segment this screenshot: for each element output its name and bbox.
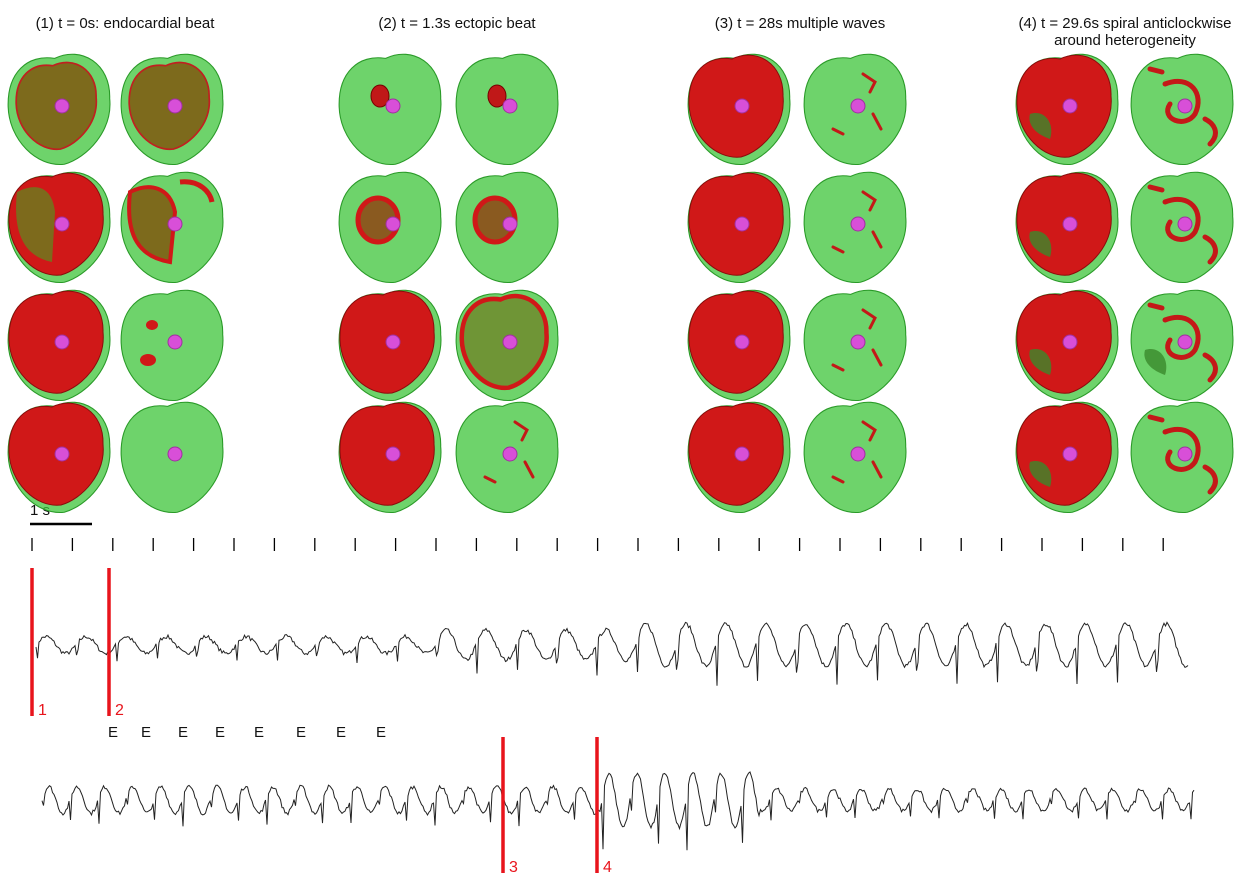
heart (8, 172, 110, 282)
heart (8, 402, 110, 512)
heart (339, 172, 441, 282)
heart-renders (8, 54, 1233, 512)
heart-marker (735, 99, 749, 113)
ectopic-label: E (336, 724, 346, 741)
heart (1131, 402, 1233, 512)
event-label: 4 (603, 859, 612, 876)
event-label: 1 (38, 702, 47, 719)
heart (456, 402, 558, 512)
heart (1131, 172, 1233, 282)
heart (804, 290, 906, 400)
heart (339, 290, 441, 400)
heart-marker (386, 335, 400, 349)
heart (121, 54, 223, 164)
ectopic-label: E (376, 724, 386, 741)
heart-red (1150, 69, 1162, 72)
heart-marker (503, 99, 517, 113)
heart-marker (1178, 217, 1192, 231)
heart (339, 54, 441, 164)
time-ticks (32, 538, 1163, 551)
panel-title: (3) t = 28s multiple waves (715, 15, 886, 32)
heart-red (1150, 305, 1162, 308)
ectopic-label: E (141, 724, 151, 741)
heart-marker (55, 99, 69, 113)
heart-marker (386, 447, 400, 461)
heart-red (140, 354, 156, 366)
heart (121, 172, 223, 282)
heart-marker (851, 335, 865, 349)
heart-red (1150, 417, 1162, 420)
heart (456, 172, 558, 282)
heart (339, 402, 441, 512)
heart-marker (1063, 99, 1077, 113)
heart (804, 402, 906, 512)
heart-marker (168, 447, 182, 461)
heart (804, 54, 906, 164)
figure: 1 s 1234EEEEEEEE (1) t = 0s: endocardial… (0, 0, 1258, 883)
heart-marker (1063, 217, 1077, 231)
heart-marker (168, 335, 182, 349)
heart (688, 402, 790, 512)
heart-marker (503, 335, 517, 349)
heart (688, 172, 790, 282)
heart-marker (386, 99, 400, 113)
heart-marker (55, 447, 69, 461)
heart (688, 54, 790, 164)
ecg-trace (42, 772, 1194, 850)
heart-red (146, 320, 158, 330)
heart (8, 290, 110, 400)
ectopic-label: E (178, 724, 188, 741)
heart-marker (735, 217, 749, 231)
ecg-trace (36, 622, 1188, 685)
event-label: 2 (115, 702, 124, 719)
heart-marker (1063, 335, 1077, 349)
ectopic-label: E (108, 724, 118, 741)
heart-marker (735, 335, 749, 349)
event-label: 3 (509, 859, 518, 876)
heart (1016, 290, 1118, 400)
event-markers: 1 2 3 4 E E E E E E E E (32, 568, 612, 876)
heart-marker (1063, 447, 1077, 461)
heart (1131, 54, 1233, 164)
heart (1016, 54, 1118, 164)
heart (121, 402, 223, 512)
heart-marker (851, 217, 865, 231)
heart (456, 290, 558, 400)
heart-marker (503, 217, 517, 231)
heart-marker (735, 447, 749, 461)
panel-title: (2) t = 1.3s ectopic beat (378, 15, 536, 32)
ectopic-label: E (296, 724, 306, 741)
heart-marker (168, 217, 182, 231)
heart (121, 290, 223, 400)
heart (1131, 290, 1233, 400)
heart-marker (851, 99, 865, 113)
heart (804, 172, 906, 282)
heart-marker (386, 217, 400, 231)
ectopic-label: E (215, 724, 225, 741)
heart-marker (168, 99, 182, 113)
heart-marker (851, 447, 865, 461)
ectopic-label: E (254, 724, 264, 741)
heart (1016, 172, 1118, 282)
heart (8, 54, 110, 164)
heart-marker (503, 447, 517, 461)
panel-title: (1) t = 0s: endocardial beat (36, 15, 216, 32)
heart (688, 290, 790, 400)
heart-marker (1178, 447, 1192, 461)
heart (456, 54, 558, 164)
panel-title: around heterogeneity (1054, 32, 1196, 49)
heart-marker (1178, 99, 1192, 113)
panel-title: (4) t = 29.6s spiral anticlockwise (1018, 15, 1231, 32)
heart-red (1150, 187, 1162, 190)
heart-marker (55, 217, 69, 231)
heart-marker (55, 335, 69, 349)
heart (1016, 402, 1118, 512)
heart-marker (1178, 335, 1192, 349)
